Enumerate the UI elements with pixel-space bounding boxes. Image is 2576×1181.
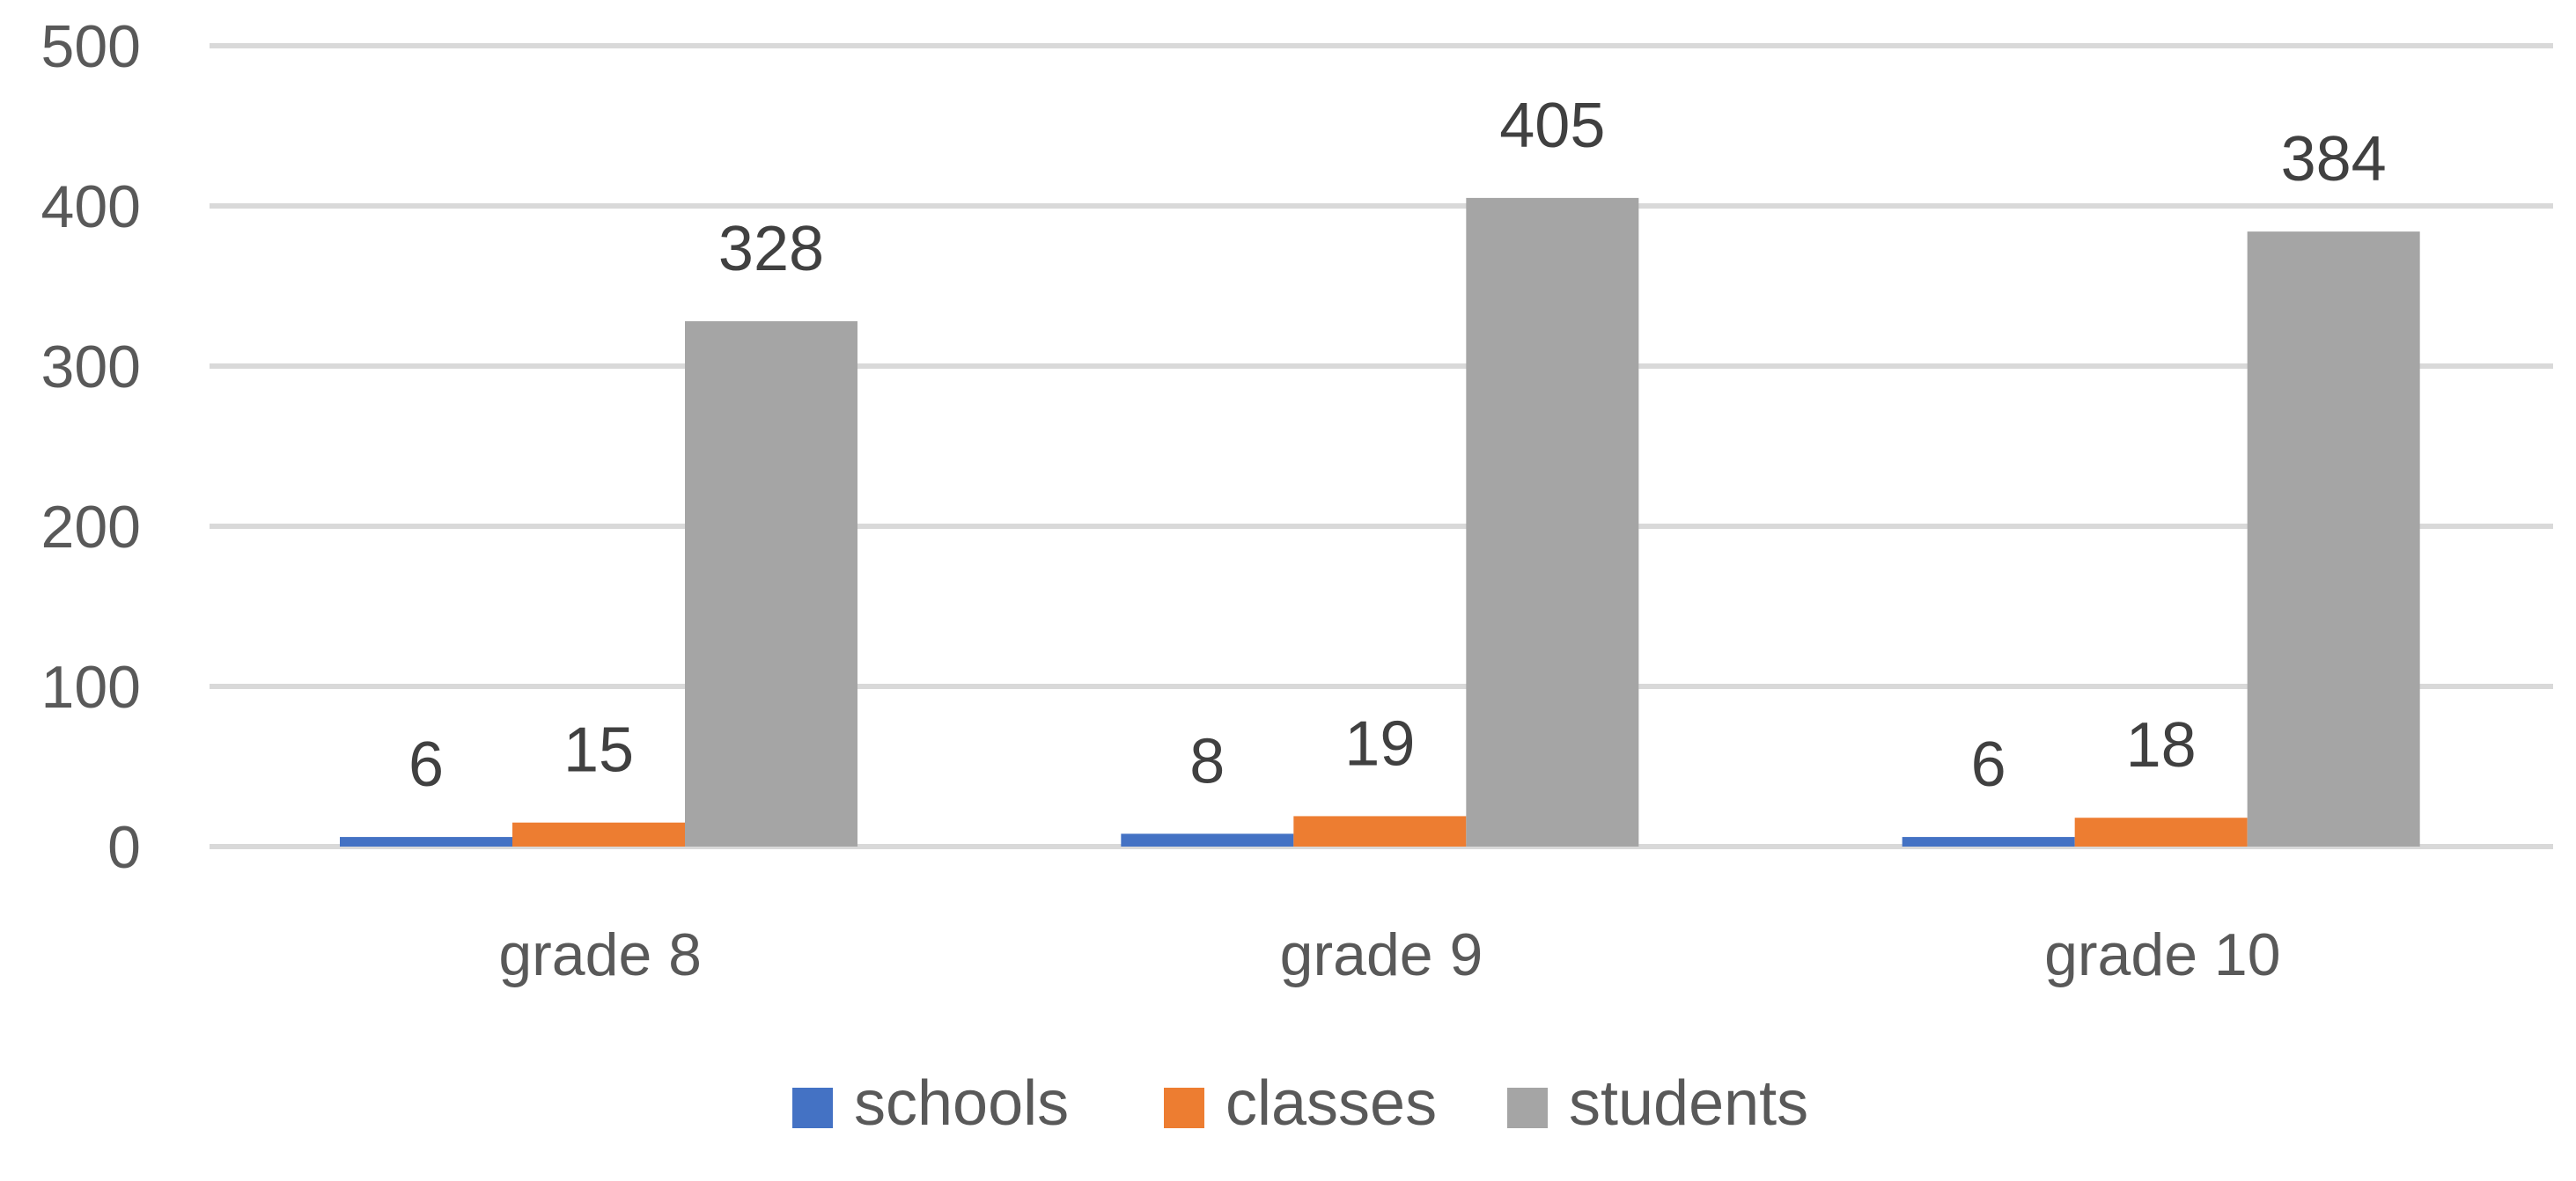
data-label-schools-grade-10: 6 (1971, 730, 2006, 800)
x-tick-label-grade-9: grade 9 (1280, 921, 1483, 988)
bar-classes-grade-8 (512, 822, 685, 847)
legend-swatch-schools (792, 1088, 833, 1128)
bar-schools-grade-9 (1121, 833, 1294, 847)
bar-students-grade-10 (2247, 231, 2420, 847)
bar-schools-grade-10 (1902, 837, 2075, 847)
y-axis-ticks: 0 100 200 300 400 500 (41, 13, 141, 881)
y-tick-label-0: 0 (107, 814, 141, 881)
bar-students-grade-9 (1466, 197, 1639, 847)
legend: schools classes students (792, 1068, 1808, 1139)
y-tick-label-200: 200 (41, 494, 141, 561)
data-label-students-grade-8: 328 (718, 214, 824, 284)
x-axis-ticks: grade 8 grade 9 grade 10 (498, 921, 2280, 988)
x-tick-label-grade-10: grade 10 (2044, 921, 2280, 988)
bar-students-grade-8 (685, 321, 857, 847)
bar-classes-grade-9 (1293, 816, 1467, 847)
legend-label-students: students (1569, 1068, 1808, 1139)
data-label-schools-grade-9: 8 (1189, 726, 1225, 796)
data-label-classes-grade-9: 19 (1344, 708, 1415, 779)
data-label-students-grade-10: 384 (2281, 124, 2387, 194)
legend-label-classes: classes (1225, 1068, 1437, 1139)
legend-swatch-classes (1164, 1088, 1204, 1128)
bar-classes-grade-10 (2074, 818, 2248, 847)
y-tick-label-400: 400 (41, 173, 141, 240)
x-tick-label-grade-8: grade 8 (498, 921, 702, 988)
bars (340, 197, 2420, 847)
y-tick-label-100: 100 (41, 654, 141, 721)
legend-swatch-students (1507, 1088, 1548, 1128)
y-tick-label-500: 500 (41, 13, 141, 80)
data-labels: 6 15 328 8 19 405 6 18 384 (408, 91, 2387, 800)
bar-schools-grade-8 (340, 837, 512, 847)
data-label-students-grade-9: 405 (1499, 91, 1605, 161)
data-label-classes-grade-8: 15 (563, 715, 634, 786)
legend-label-schools: schools (854, 1068, 1069, 1139)
y-tick-label-300: 300 (41, 334, 141, 400)
data-label-classes-grade-10: 18 (2126, 710, 2197, 781)
data-label-schools-grade-8: 6 (408, 730, 444, 800)
